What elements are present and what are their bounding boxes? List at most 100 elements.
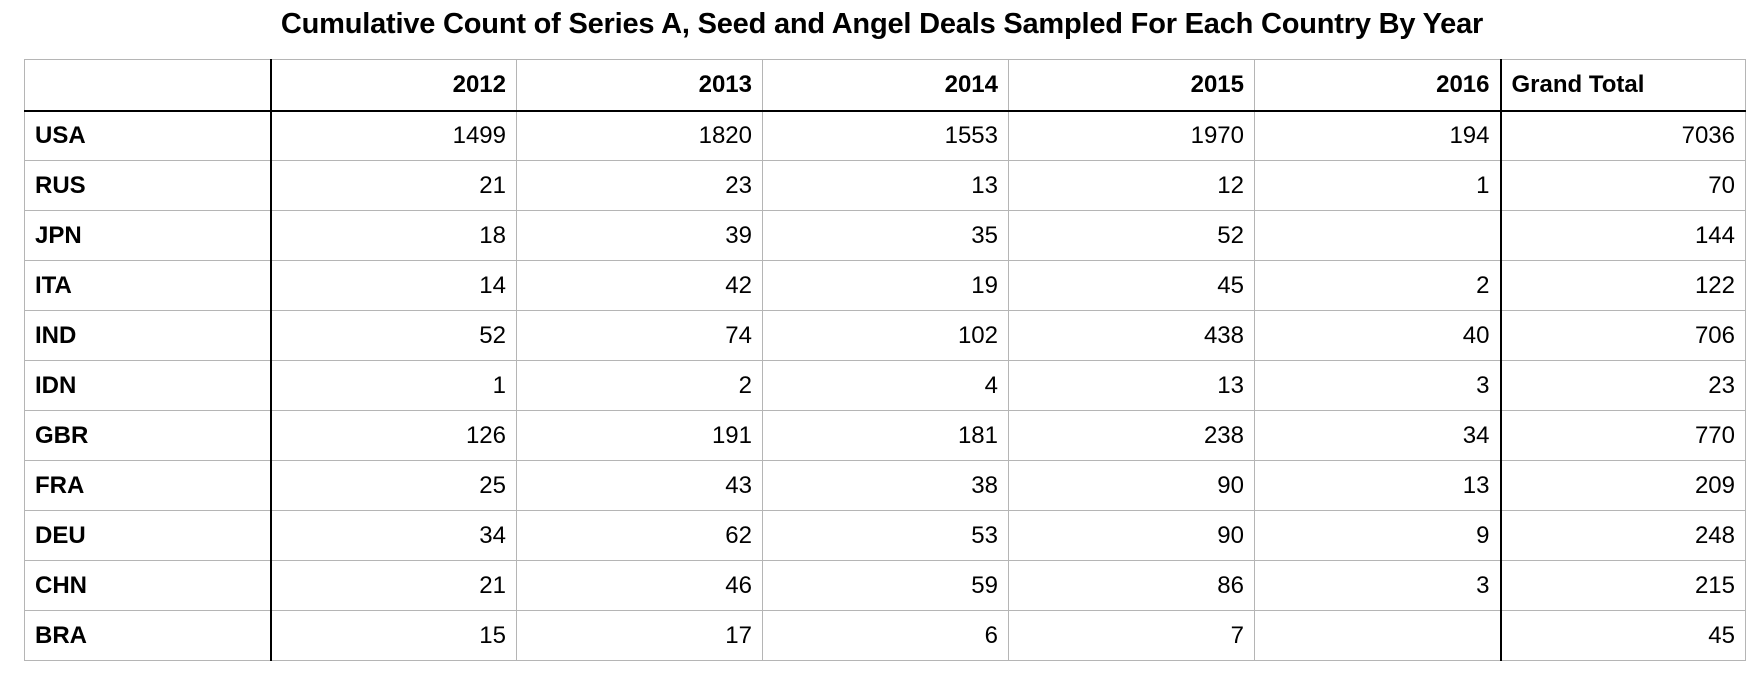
column-header-grand-total: Grand Total xyxy=(1500,59,1746,112)
value-cell: 13 xyxy=(1008,360,1255,411)
table-header-row: 2012 2013 2014 2015 2016 Grand Total xyxy=(24,59,1746,112)
value-cell xyxy=(1254,610,1502,661)
value-cell: 14 xyxy=(270,260,517,311)
corner-header-cell xyxy=(24,59,272,112)
value-cell: 38 xyxy=(762,460,1009,511)
value-cell: 52 xyxy=(270,310,517,361)
row-label-cell: ITA xyxy=(24,260,272,311)
value-cell: 181 xyxy=(762,410,1009,461)
column-header: 2013 xyxy=(516,59,763,112)
value-cell: 52 xyxy=(1008,210,1255,261)
row-label-cell: IDN xyxy=(24,360,272,411)
value-cell: 2 xyxy=(516,360,763,411)
grand-total-cell: 215 xyxy=(1500,560,1746,611)
value-cell: 1970 xyxy=(1008,110,1255,161)
column-header: 2016 xyxy=(1254,59,1502,112)
value-cell: 42 xyxy=(516,260,763,311)
value-cell xyxy=(1254,210,1502,261)
table-row: FRA 25 43 38 90 13 209 xyxy=(24,460,1746,511)
value-cell: 3 xyxy=(1254,560,1502,611)
column-header: 2012 xyxy=(270,59,517,112)
value-cell: 59 xyxy=(762,560,1009,611)
value-cell: 18 xyxy=(270,210,517,261)
value-cell: 23 xyxy=(516,160,763,211)
value-cell: 21 xyxy=(270,560,517,611)
deals-table: 2012 2013 2014 2015 2016 Grand Total USA… xyxy=(24,59,1746,661)
value-cell: 15 xyxy=(270,610,517,661)
column-header: 2014 xyxy=(762,59,1009,112)
value-cell: 43 xyxy=(516,460,763,511)
table-row: ITA 14 42 19 45 2 122 xyxy=(24,260,1746,311)
value-cell: 90 xyxy=(1008,510,1255,561)
value-cell: 1499 xyxy=(270,110,517,161)
table-row: BRA 15 17 6 7 45 xyxy=(24,610,1746,661)
value-cell: 2 xyxy=(1254,260,1502,311)
value-cell: 9 xyxy=(1254,510,1502,561)
value-cell: 1 xyxy=(270,360,517,411)
value-cell: 90 xyxy=(1008,460,1255,511)
value-cell: 12 xyxy=(1008,160,1255,211)
row-label-cell: DEU xyxy=(24,510,272,561)
value-cell: 6 xyxy=(762,610,1009,661)
row-label-cell: CHN xyxy=(24,560,272,611)
value-cell: 3 xyxy=(1254,360,1502,411)
grand-total-cell: 23 xyxy=(1500,360,1746,411)
grand-total-cell: 70 xyxy=(1500,160,1746,211)
value-cell: 102 xyxy=(762,310,1009,361)
value-cell: 53 xyxy=(762,510,1009,561)
table-row: DEU 34 62 53 90 9 248 xyxy=(24,510,1746,561)
row-label-cell: FRA xyxy=(24,460,272,511)
value-cell: 4 xyxy=(762,360,1009,411)
table-row: IDN 1 2 4 13 3 23 xyxy=(24,360,1746,411)
value-cell: 191 xyxy=(516,410,763,461)
table-row: GBR 126 191 181 238 34 770 xyxy=(24,410,1746,461)
value-cell: 21 xyxy=(270,160,517,211)
grand-total-cell: 706 xyxy=(1500,310,1746,361)
value-cell: 438 xyxy=(1008,310,1255,361)
table-row: IND 52 74 102 438 40 706 xyxy=(24,310,1746,361)
table-row: JPN 18 39 35 52 144 xyxy=(24,210,1746,261)
value-cell: 62 xyxy=(516,510,763,561)
grand-total-cell: 45 xyxy=(1500,610,1746,661)
value-cell: 238 xyxy=(1008,410,1255,461)
grand-total-cell: 144 xyxy=(1500,210,1746,261)
value-cell: 194 xyxy=(1254,110,1502,161)
row-label-cell: IND xyxy=(24,310,272,361)
value-cell: 1 xyxy=(1254,160,1502,211)
value-cell: 45 xyxy=(1008,260,1255,311)
value-cell: 25 xyxy=(270,460,517,511)
value-cell: 39 xyxy=(516,210,763,261)
column-header: 2015 xyxy=(1008,59,1255,112)
value-cell: 126 xyxy=(270,410,517,461)
value-cell: 46 xyxy=(516,560,763,611)
table-row: USA 1499 1820 1553 1970 194 7036 xyxy=(24,110,1746,161)
value-cell: 40 xyxy=(1254,310,1502,361)
row-label-cell: BRA xyxy=(24,610,272,661)
row-label-cell: RUS xyxy=(24,160,272,211)
value-cell: 13 xyxy=(1254,460,1502,511)
value-cell: 19 xyxy=(762,260,1009,311)
grand-total-cell: 770 xyxy=(1500,410,1746,461)
value-cell: 34 xyxy=(270,510,517,561)
row-label-cell: JPN xyxy=(24,210,272,261)
value-cell: 35 xyxy=(762,210,1009,261)
value-cell: 34 xyxy=(1254,410,1502,461)
value-cell: 1820 xyxy=(516,110,763,161)
value-cell: 74 xyxy=(516,310,763,361)
table-row: CHN 21 46 59 86 3 215 xyxy=(24,560,1746,611)
value-cell: 13 xyxy=(762,160,1009,211)
value-cell: 7 xyxy=(1008,610,1255,661)
grand-total-cell: 7036 xyxy=(1500,110,1746,161)
value-cell: 17 xyxy=(516,610,763,661)
chart-title: Cumulative Count of Series A, Seed and A… xyxy=(280,8,1484,40)
value-cell: 1553 xyxy=(762,110,1009,161)
row-label-cell: GBR xyxy=(24,410,272,461)
row-label-cell: USA xyxy=(24,110,272,161)
grand-total-cell: 122 xyxy=(1500,260,1746,311)
table-row: RUS 21 23 13 12 1 70 xyxy=(24,160,1746,211)
table-body: USA 1499 1820 1553 1970 194 7036 RUS 21 23 13 12 1 70… xyxy=(24,110,1746,661)
grand-total-cell: 248 xyxy=(1500,510,1746,561)
value-cell: 86 xyxy=(1008,560,1255,611)
grand-total-cell: 209 xyxy=(1500,460,1746,511)
